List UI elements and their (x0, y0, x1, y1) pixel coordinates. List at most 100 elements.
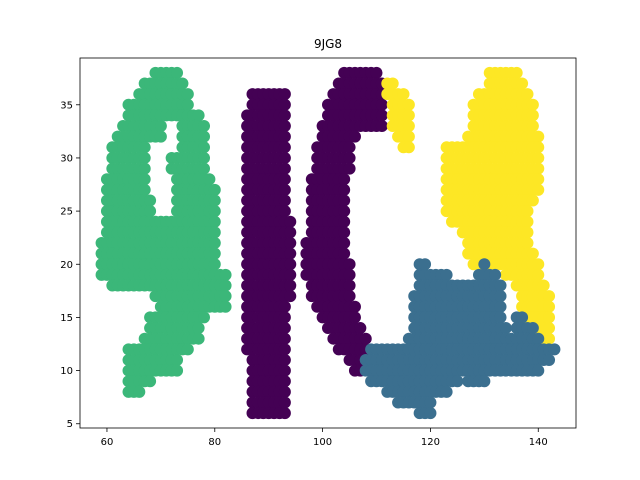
data-point (532, 364, 545, 377)
x-tick-label: 60 (101, 437, 114, 448)
data-point (521, 205, 534, 218)
data-point (208, 237, 221, 249)
y-tick-label: 20 (60, 260, 73, 271)
data-point (526, 98, 539, 111)
x-tick-label: 120 (421, 437, 440, 448)
data-point (397, 88, 410, 101)
data-point (348, 130, 361, 143)
data-point (494, 300, 507, 313)
data-point (278, 375, 291, 388)
data-point (208, 194, 221, 207)
data-point (451, 375, 464, 388)
data-point (419, 258, 432, 271)
data-point (478, 375, 491, 388)
data-point (521, 226, 534, 239)
data-point (278, 173, 291, 186)
data-point (526, 322, 539, 335)
data-point (284, 237, 297, 249)
data-point (543, 311, 556, 324)
data-point (499, 322, 512, 335)
data-point (489, 268, 502, 281)
data-point (402, 98, 415, 111)
y-tick-label: 10 (60, 366, 73, 377)
data-point (208, 205, 221, 218)
data-point (278, 141, 291, 154)
data-point (343, 141, 356, 154)
data-point (144, 194, 157, 207)
data-point (359, 332, 372, 345)
data-point (138, 183, 151, 196)
data-point (198, 120, 210, 133)
data-point (278, 353, 291, 366)
data-point (375, 109, 388, 122)
data-point (138, 151, 151, 164)
data-points (95, 66, 561, 420)
data-point (494, 311, 507, 324)
x-tick-label: 80 (208, 437, 221, 448)
data-point (278, 364, 291, 377)
data-point (278, 322, 291, 335)
data-point (343, 268, 356, 281)
data-point (526, 109, 539, 122)
data-point (543, 300, 556, 313)
y-tick-label: 35 (60, 100, 73, 111)
data-point (343, 162, 356, 175)
data-point (424, 396, 437, 409)
data-point (278, 300, 291, 313)
data-point (284, 279, 297, 292)
data-point (284, 268, 297, 281)
data-point (370, 66, 383, 79)
data-point (278, 332, 291, 345)
data-point (343, 151, 356, 164)
data-point (278, 151, 291, 164)
data-point (278, 162, 291, 175)
data-point (338, 183, 351, 196)
data-point (192, 332, 205, 345)
data-point (494, 290, 507, 303)
data-point (278, 120, 291, 133)
data-point (171, 353, 184, 366)
data-point (192, 109, 205, 122)
data-point (543, 332, 556, 345)
data-point (375, 98, 388, 111)
data-point (338, 194, 351, 207)
data-point (338, 226, 351, 239)
data-point (171, 364, 184, 377)
data-point (354, 322, 367, 335)
data-point (154, 120, 167, 133)
data-point (278, 343, 291, 356)
data-point (516, 77, 529, 90)
data-point (278, 385, 291, 398)
data-point (510, 66, 523, 79)
data-point (543, 353, 556, 366)
data-point (154, 130, 167, 143)
y-tick-label: 30 (60, 153, 73, 164)
data-point (144, 375, 157, 388)
data-point (208, 183, 221, 196)
data-point (338, 173, 351, 186)
data-point (284, 215, 297, 228)
data-point (278, 311, 291, 324)
data-point (133, 385, 146, 398)
data-point (526, 247, 539, 260)
data-point (219, 279, 232, 292)
data-point (219, 268, 232, 281)
data-point (338, 247, 351, 260)
data-point (516, 311, 529, 324)
data-point (532, 151, 545, 164)
data-point (138, 173, 151, 186)
data-point (375, 120, 388, 133)
data-point (532, 130, 545, 143)
chart-title: 9JG8 (314, 37, 342, 51)
data-point (284, 247, 297, 260)
data-point (198, 311, 210, 324)
data-point (338, 237, 351, 249)
data-point (203, 173, 216, 186)
y-tick-label: 15 (60, 313, 73, 324)
data-point (537, 279, 550, 292)
data-point (532, 332, 545, 345)
data-point (144, 205, 157, 218)
data-point (532, 268, 545, 281)
data-point (532, 183, 545, 196)
data-point (548, 343, 561, 356)
